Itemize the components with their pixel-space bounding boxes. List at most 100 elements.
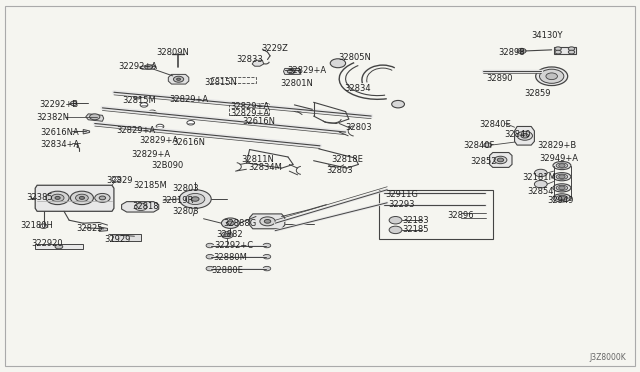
Text: 32616NA: 32616NA [40,128,79,137]
Text: 32829+A: 32829+A [139,136,179,145]
Ellipse shape [70,101,77,106]
Circle shape [568,47,575,51]
Text: 32185M: 32185M [134,181,167,190]
Circle shape [517,131,532,140]
Text: 32293: 32293 [388,200,415,209]
Text: 32803: 32803 [326,166,353,174]
Text: 32292+C: 32292+C [214,241,253,250]
Bar [229,103,269,115]
Circle shape [46,191,69,205]
Circle shape [484,143,492,147]
Text: 32292+B: 32292+B [39,100,79,109]
Circle shape [206,254,214,259]
Text: 32803: 32803 [172,207,199,216]
Text: 3229Z: 3229Z [262,44,289,53]
Polygon shape [83,129,90,134]
Circle shape [389,217,402,224]
Circle shape [260,217,275,226]
Text: 32803: 32803 [345,123,372,132]
Text: 32829: 32829 [106,176,133,185]
Ellipse shape [553,161,571,170]
Circle shape [95,193,110,202]
Circle shape [187,121,195,125]
Circle shape [517,48,526,54]
Circle shape [112,177,121,182]
Text: 32854: 32854 [527,187,554,196]
Circle shape [559,196,565,200]
Circle shape [177,78,180,80]
Circle shape [206,266,214,271]
Circle shape [263,254,271,259]
Circle shape [191,197,199,201]
Text: 32882: 32882 [216,230,243,239]
Text: 32840: 32840 [504,130,531,139]
Circle shape [221,232,233,238]
Text: 32181M: 32181M [523,173,556,182]
Ellipse shape [556,163,568,168]
Polygon shape [122,202,159,212]
Circle shape [186,193,205,205]
Text: 322920: 322920 [31,239,63,248]
Circle shape [51,194,64,202]
Ellipse shape [556,174,568,179]
Circle shape [559,175,565,179]
Circle shape [555,50,561,54]
Circle shape [497,158,504,162]
Text: 32815M: 32815M [123,96,156,105]
Circle shape [156,124,164,129]
Text: 32859: 32859 [524,89,551,97]
Text: 32834: 32834 [344,84,371,93]
Polygon shape [252,60,264,66]
Text: 32890: 32890 [486,74,513,83]
Circle shape [520,50,524,52]
Text: 32801N: 32801N [280,79,313,88]
Text: 32829+A: 32829+A [287,66,327,75]
Circle shape [90,114,100,120]
Polygon shape [168,74,189,84]
Ellipse shape [556,195,568,201]
Text: 32880E: 32880E [211,266,243,275]
Text: 32840F: 32840F [463,141,495,150]
Ellipse shape [540,69,564,83]
Circle shape [263,243,271,248]
Polygon shape [35,185,114,211]
Text: 32819R: 32819R [162,196,194,205]
Bar [211,77,256,83]
Circle shape [264,219,271,223]
Ellipse shape [536,67,568,86]
Circle shape [145,65,152,69]
Text: 32385: 32385 [26,193,53,202]
Ellipse shape [556,185,568,190]
Circle shape [221,218,239,228]
Polygon shape [490,153,512,167]
Text: 32949+A: 32949+A [540,154,578,163]
Circle shape [568,50,575,54]
Text: 32818E: 32818E [332,155,364,164]
Bar [379,190,493,239]
Text: 32840E: 32840E [479,120,511,129]
Text: 32616N: 32616N [243,117,276,126]
Text: 32803: 32803 [172,185,199,193]
Text: 32818: 32818 [132,202,159,211]
Text: 32811N: 32811N [241,155,274,164]
Circle shape [99,196,106,200]
Ellipse shape [546,73,557,80]
Text: 32834M: 32834M [249,163,282,172]
Circle shape [559,164,565,167]
Circle shape [55,244,63,249]
Circle shape [534,169,547,177]
Bar [112,234,141,241]
Text: 32815N: 32815N [204,78,237,87]
Text: 32185: 32185 [403,225,429,234]
Circle shape [179,190,211,208]
Text: 32829+B: 32829+B [537,141,577,150]
Circle shape [559,186,565,190]
Polygon shape [86,114,104,121]
Polygon shape [554,46,576,54]
Text: 32911G: 32911G [385,190,419,199]
Polygon shape [250,214,285,229]
Circle shape [225,234,230,237]
Text: 32898: 32898 [499,48,525,57]
Text: 32829+A: 32829+A [131,150,170,159]
Text: J3Z8000K: J3Z8000K [589,353,626,362]
